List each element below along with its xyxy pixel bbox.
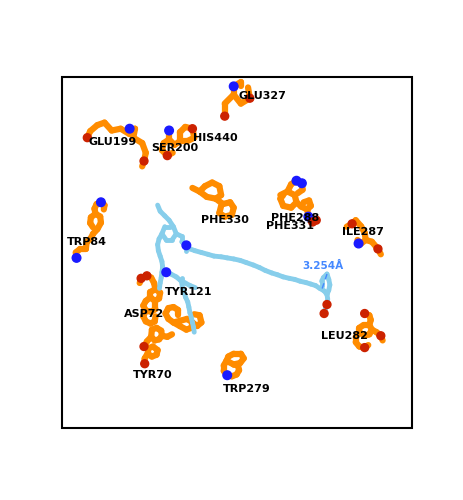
Text: TRP279: TRP279	[222, 384, 270, 394]
Circle shape	[141, 360, 149, 368]
Circle shape	[312, 216, 320, 224]
Circle shape	[348, 220, 356, 228]
Text: TRP84: TRP84	[67, 236, 107, 246]
Circle shape	[246, 94, 254, 102]
Text: 3.254Å: 3.254Å	[303, 260, 344, 271]
Circle shape	[137, 274, 145, 282]
Text: LEU282: LEU282	[321, 330, 369, 340]
Text: SER200: SER200	[151, 144, 198, 154]
Circle shape	[298, 179, 306, 188]
Text: ILE287: ILE287	[342, 226, 384, 236]
Circle shape	[143, 272, 151, 280]
Text: ASP72: ASP72	[124, 309, 164, 319]
Circle shape	[292, 176, 301, 185]
Circle shape	[354, 239, 363, 248]
Circle shape	[229, 82, 238, 90]
Circle shape	[374, 245, 382, 253]
Circle shape	[140, 342, 148, 350]
Circle shape	[323, 300, 331, 308]
Text: TYR121: TYR121	[165, 287, 213, 297]
Text: TYR70: TYR70	[132, 370, 172, 380]
Text: GLU327: GLU327	[238, 90, 286, 101]
Circle shape	[223, 371, 232, 380]
Circle shape	[125, 124, 134, 133]
Circle shape	[309, 218, 317, 226]
Circle shape	[221, 112, 229, 120]
Circle shape	[304, 212, 313, 221]
Circle shape	[163, 152, 171, 160]
Circle shape	[72, 254, 81, 262]
Text: HIS440: HIS440	[194, 132, 238, 142]
Text: GLU199: GLU199	[88, 137, 137, 147]
Circle shape	[188, 125, 196, 132]
Circle shape	[320, 310, 328, 318]
Circle shape	[97, 198, 105, 206]
Circle shape	[182, 241, 191, 250]
Circle shape	[377, 332, 385, 340]
Circle shape	[83, 134, 91, 141]
Circle shape	[140, 157, 148, 165]
Text: PHE331: PHE331	[266, 222, 314, 232]
Circle shape	[361, 344, 369, 351]
Circle shape	[361, 310, 369, 318]
Text: PHE288: PHE288	[270, 214, 319, 224]
Circle shape	[162, 268, 170, 276]
Circle shape	[165, 126, 174, 135]
Text: PHE330: PHE330	[201, 215, 249, 225]
